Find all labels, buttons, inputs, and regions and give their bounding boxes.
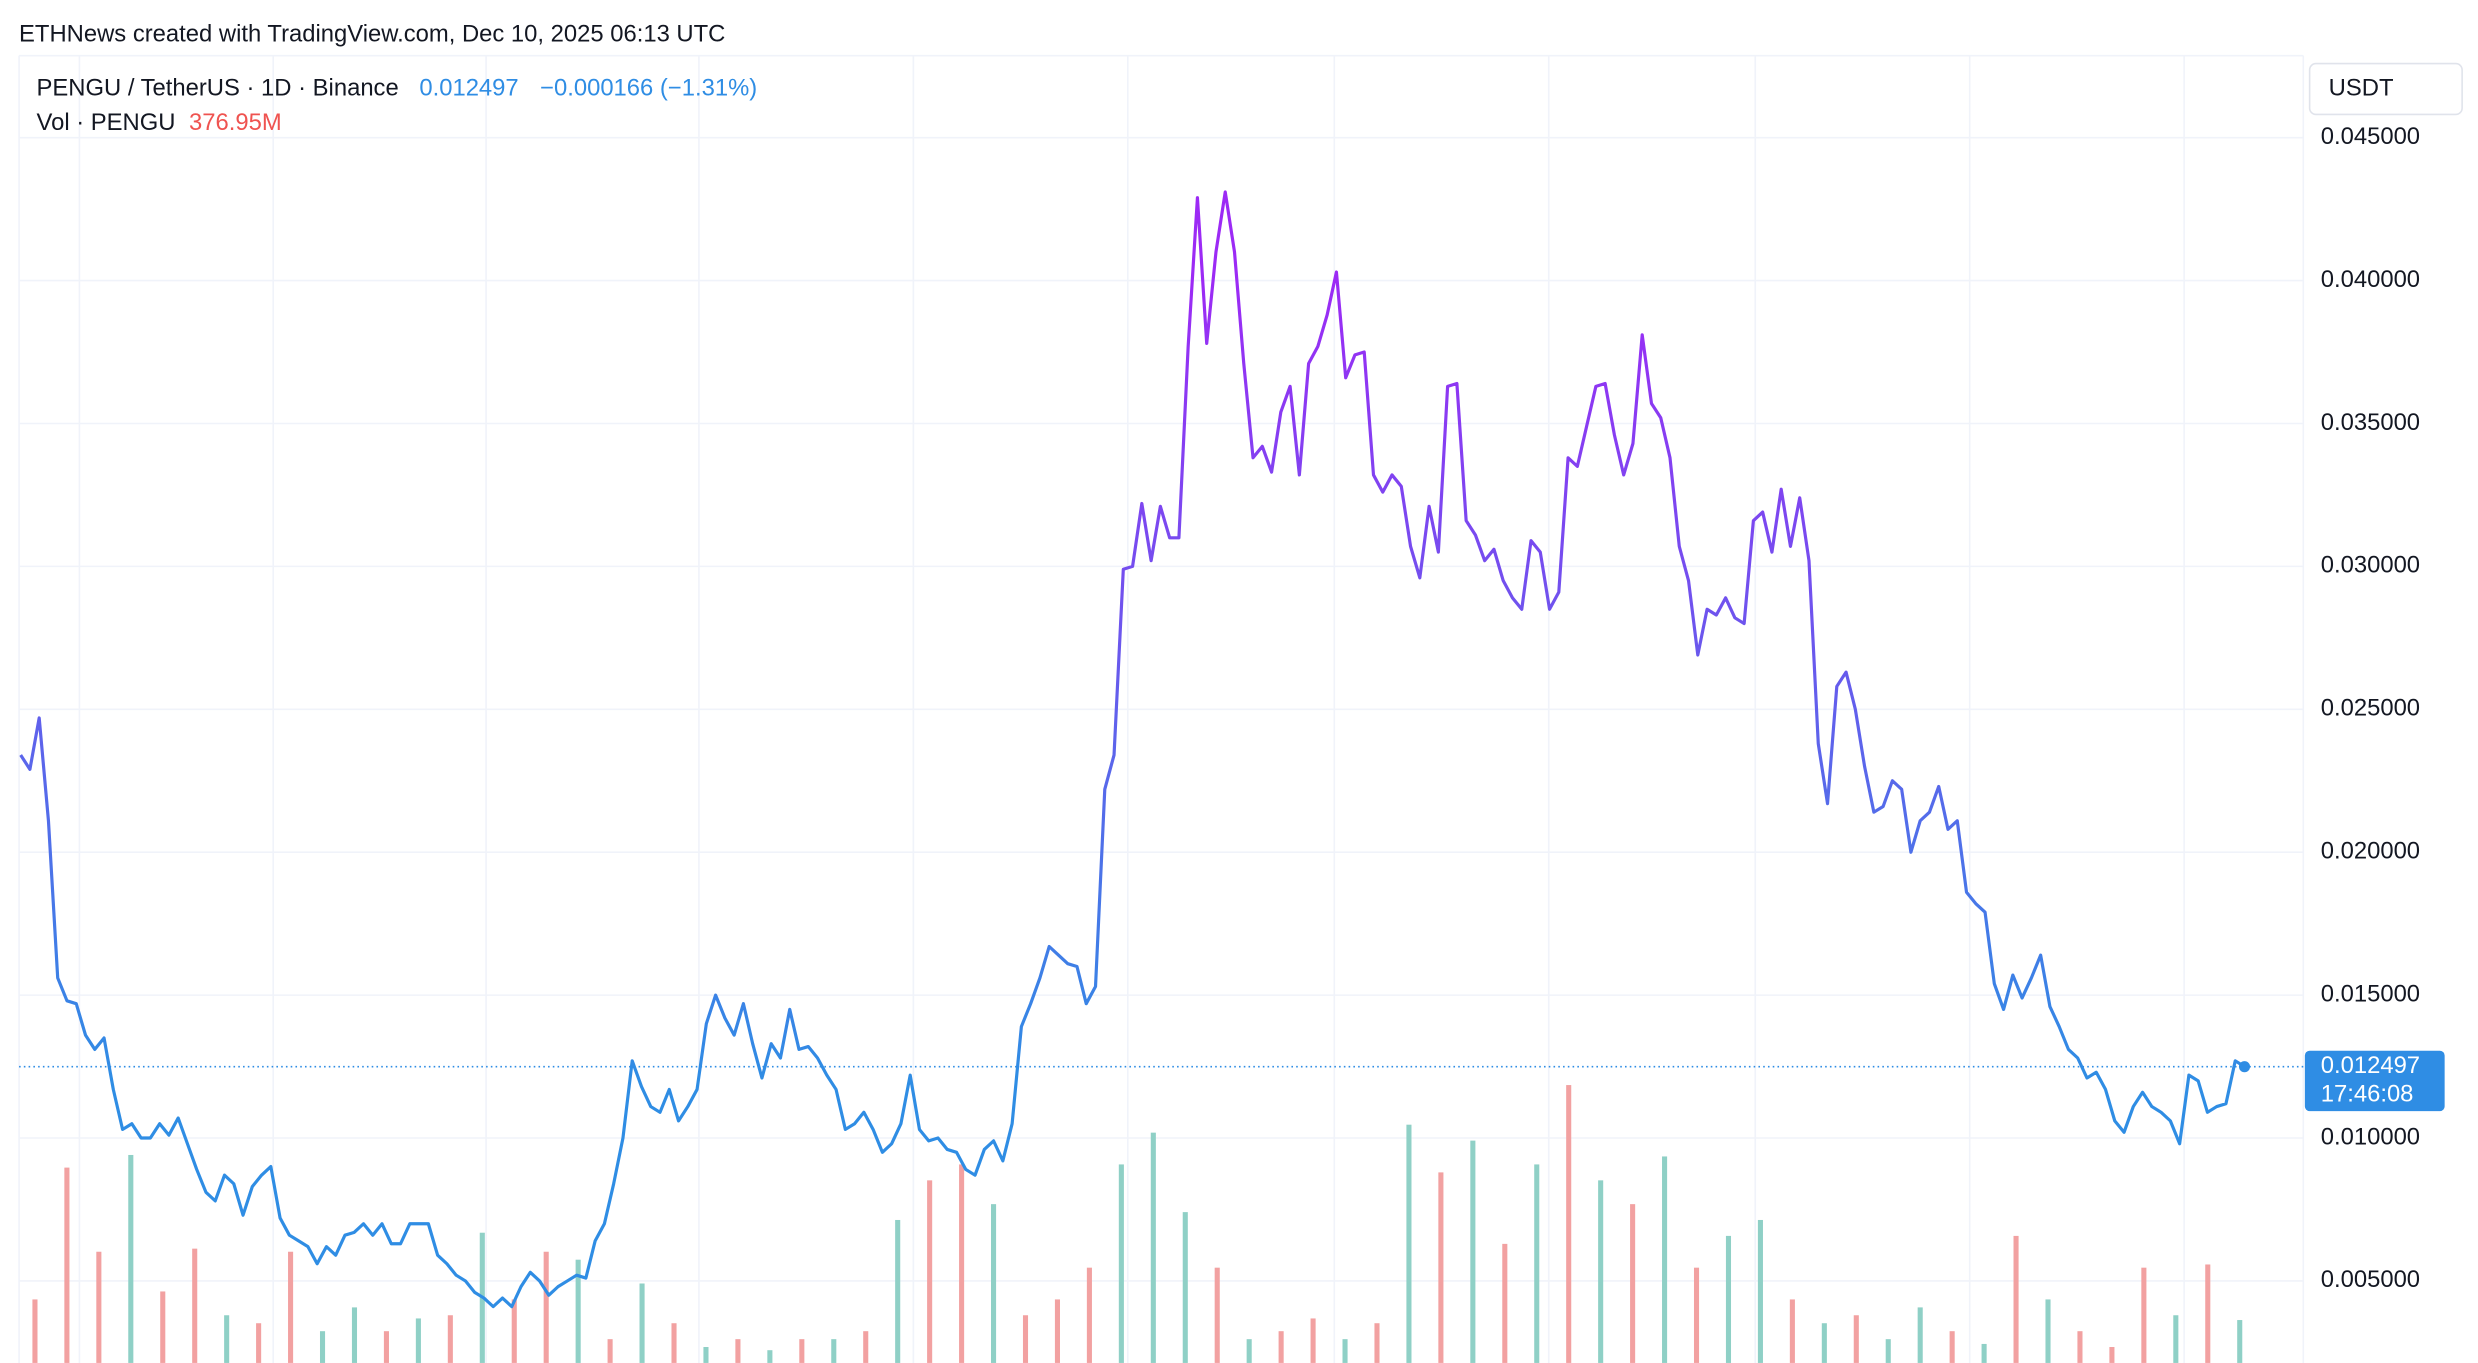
volume-bar [2205, 1264, 2211, 1363]
volume-bar [128, 1154, 134, 1363]
last-price-dot [2238, 1061, 2251, 1073]
volume-bar [799, 1339, 805, 1363]
volume-bar [959, 1164, 965, 1363]
change: −0.000166 (−1.31%) [540, 74, 757, 101]
volume-bar [32, 1299, 38, 1363]
volume-bar [767, 1350, 773, 1363]
grid [18, 54, 2305, 1363]
y-tick-label: 0.025000 [2321, 695, 2420, 722]
volume-bar [1917, 1307, 1923, 1363]
volume-bar [64, 1167, 70, 1363]
volume-bar [1118, 1164, 1124, 1363]
volume-bar [543, 1251, 549, 1363]
volume-bar [1342, 1339, 1348, 1363]
volume-bar [511, 1299, 517, 1363]
volume-bar [1278, 1331, 1284, 1363]
volume-bar [1534, 1164, 1540, 1363]
volume-bar [160, 1291, 166, 1363]
price-badge-label: 0.012497 [2321, 1052, 2420, 1079]
volume-bar [2077, 1331, 2083, 1363]
volume-bar [831, 1339, 837, 1363]
volume-bar [1821, 1323, 1827, 1363]
volume-bar [96, 1251, 102, 1363]
volume-bar [575, 1259, 581, 1363]
volume-bar [351, 1307, 358, 1363]
volume-bar [895, 1219, 901, 1363]
volume-bar [1502, 1243, 1508, 1363]
volume-bar [383, 1331, 389, 1363]
volume-bar [415, 1318, 421, 1363]
volume-bar [1981, 1343, 1987, 1363]
volume-bar [1789, 1299, 1795, 1363]
volume [32, 1085, 2243, 1363]
volume-title: Vol · PENGU [37, 109, 176, 136]
volume-bar [639, 1283, 645, 1363]
y-tick-label: 0.035000 [2321, 409, 2420, 436]
volume-bar [192, 1248, 198, 1363]
volume-bar [2013, 1235, 2019, 1363]
volume-bar [1022, 1315, 1029, 1363]
volume-bar [1566, 1085, 1572, 1363]
volume-bar [447, 1315, 453, 1363]
volume-bar [1438, 1172, 1444, 1363]
volume-bar [288, 1251, 294, 1363]
volume-bar [863, 1331, 869, 1363]
y-tick-label: 0.005000 [2321, 1266, 2420, 1293]
price-line [19, 190, 2246, 1309]
countdown: 17:46:08 [2321, 1081, 2414, 1108]
y-tick-label: 0.010000 [2321, 1123, 2420, 1150]
volume-bar [1693, 1267, 1700, 1363]
volume-bar [1598, 1180, 1604, 1363]
credit: ETHNews created with TradingView.com, De… [19, 20, 725, 47]
volume-bar [1725, 1235, 1732, 1363]
volume-bar [671, 1323, 677, 1363]
last-price: 0.012497 [419, 74, 518, 101]
volume-bar [1757, 1219, 1763, 1363]
y-tick-label: 0.040000 [2321, 266, 2420, 293]
y-tick-label: 0.030000 [2321, 552, 2420, 579]
volume-bar [2045, 1299, 2051, 1363]
volume-bar [319, 1331, 326, 1363]
volume-bar [1885, 1339, 1891, 1363]
y-tick-label: 0.020000 [2321, 838, 2420, 865]
volume-bar [1150, 1132, 1156, 1363]
volume-bar [1406, 1124, 1412, 1363]
volume-bar [735, 1339, 741, 1363]
volume-bar [2141, 1267, 2147, 1363]
volume-bar [1310, 1318, 1316, 1363]
symbol: PENGU / TetherUS · 1D · Binance [37, 74, 399, 101]
volume-bar [607, 1339, 613, 1363]
volume-bar [1246, 1339, 1252, 1363]
volume-bar [1086, 1267, 1092, 1363]
volume-bar [1182, 1212, 1188, 1363]
volume-bar [1949, 1331, 1955, 1363]
price-badge [2304, 1050, 2445, 1112]
volume-bar [1470, 1140, 1476, 1363]
volume-bar [2109, 1347, 2115, 1363]
volume-bar [2173, 1315, 2179, 1363]
volume-bar [1054, 1299, 1060, 1363]
volume-bar [1214, 1267, 1220, 1363]
volume-bar [1662, 1156, 1668, 1363]
volume-bar [1374, 1323, 1380, 1363]
y-tick-label: 0.045000 [2321, 123, 2420, 150]
volume-bar [256, 1323, 262, 1363]
volume-bar [991, 1204, 997, 1363]
volume-bar [927, 1180, 933, 1363]
volume-bar [1853, 1315, 1859, 1363]
y-tick-label: 0.015000 [2321, 980, 2420, 1007]
volume-bar [703, 1347, 709, 1363]
currency-box[interactable] [2308, 62, 2463, 116]
volume-label: 376.95M [189, 109, 282, 136]
volume-bar [224, 1315, 230, 1363]
volume-bar [1630, 1204, 1636, 1363]
currency[interactable]: USDT [2329, 74, 2394, 101]
volume-bar [2237, 1320, 2243, 1363]
